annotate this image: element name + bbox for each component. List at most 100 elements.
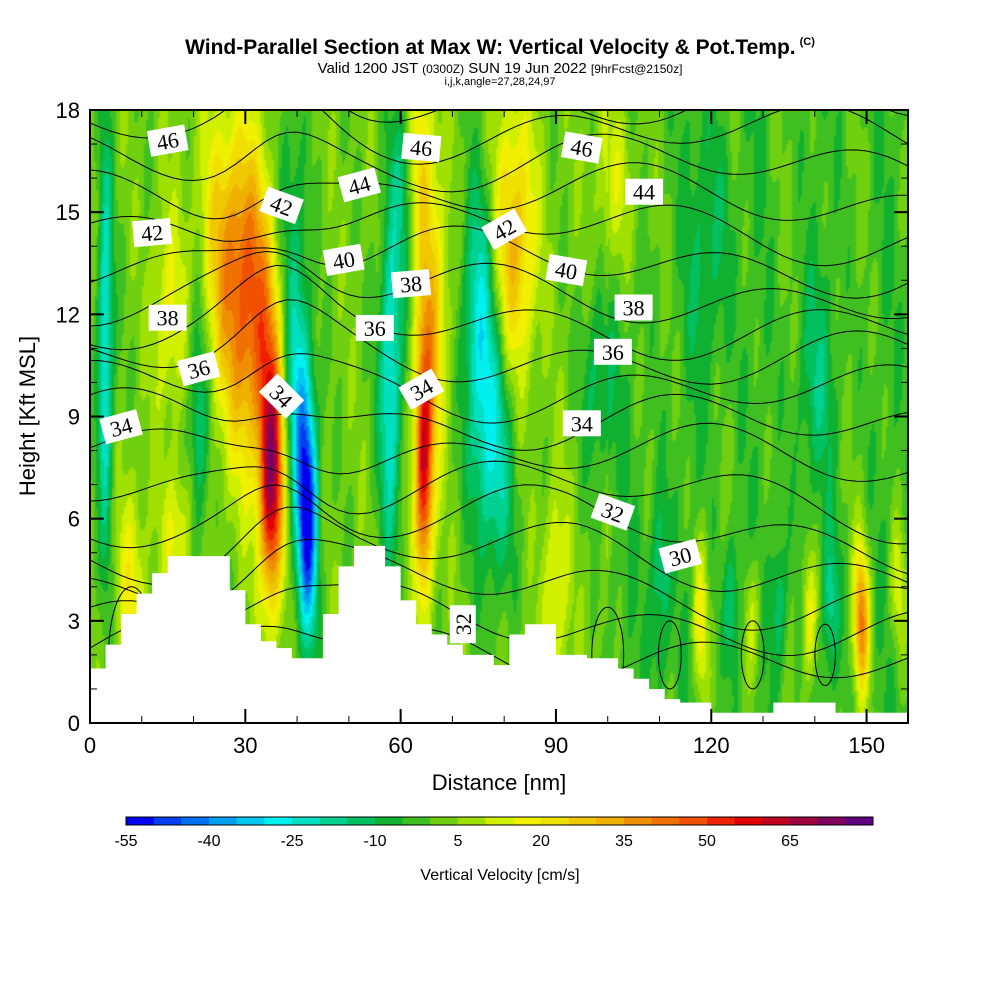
colorbar-swatch — [319, 817, 348, 825]
colorbar-swatch — [209, 817, 238, 825]
theta-contour-line — [90, 299, 908, 385]
chart-title: Wind-Parallel Section at Max W: Vertical… — [0, 36, 1000, 60]
theta-contour-label: 46 — [401, 132, 442, 163]
theta-contour-label: 38 — [614, 294, 653, 321]
theta-contour-line — [814, 623, 836, 687]
colorbar-tick-label: 35 — [615, 833, 633, 850]
colorbar-tick-label: -25 — [280, 833, 303, 850]
colorbar-swatch — [236, 817, 265, 825]
theta-contour-label-text: 40 — [553, 256, 579, 284]
colorbar-tick-label: 50 — [698, 833, 716, 850]
theta-contour-label-text: 38 — [399, 271, 423, 298]
colorbar-swatch — [513, 817, 542, 825]
x-axis-title: Distance [nm] — [432, 770, 567, 795]
colorbar-swatch — [430, 817, 459, 825]
colorbar-swatch — [568, 817, 597, 825]
colorbar: -55 -40 -25 -10 5 20 35 50 65 — [114, 816, 874, 850]
colorbar-tick-label: 20 — [532, 833, 550, 850]
colorbar-tick-label: 5 — [454, 833, 463, 850]
colorbar-swatch — [624, 817, 653, 825]
x-tick-label: 30 — [233, 733, 257, 758]
theta-contour-label-text: 36 — [602, 340, 624, 365]
colorbar-frame — [125, 816, 874, 826]
theta-contour-label: 44 — [624, 178, 663, 205]
theta-contour-label: 36 — [593, 338, 632, 365]
colorbar-swatch — [126, 817, 155, 825]
y-tick-label: 12 — [56, 302, 80, 327]
theta-contour-line — [657, 620, 682, 690]
colorbar-tick-label: -10 — [363, 833, 386, 850]
theta-contour-label-text: 46 — [155, 127, 181, 155]
subtitle-valid: Valid 1200 JST — [317, 60, 418, 77]
theta-contour-label: 40 — [322, 243, 365, 276]
colorbar-swatch — [485, 817, 514, 825]
theta-contour-label: 38 — [148, 304, 187, 331]
colorbar-swatch — [845, 817, 874, 825]
colorbar-swatch — [707, 817, 736, 825]
colorbar-swatch — [264, 817, 293, 825]
theta-contour-line — [90, 506, 908, 593]
colorbar-swatch — [153, 817, 182, 825]
y-tick-label: 18 — [56, 98, 80, 123]
theta-contour-label: 36 — [177, 351, 221, 387]
colorbar-title: Vertical Velocity [cm/s] — [420, 867, 579, 884]
colorbar-tick-label: -40 — [197, 833, 220, 850]
colorbar-swatch — [790, 817, 819, 825]
theta-contour-label: 38 — [390, 269, 432, 299]
theta-contour-label: 42 — [132, 217, 173, 248]
colorbar-tick-label: -55 — [114, 833, 137, 850]
colorbar-swatch — [375, 817, 404, 825]
x-tick-label: 120 — [693, 733, 730, 758]
theta-contour-label: 34 — [562, 410, 601, 437]
subtitle-date: SUN 19 Jun 2022 — [468, 60, 587, 77]
theta-contour-label: 36 — [355, 314, 394, 341]
x-tick-label: 0 — [84, 733, 96, 758]
theta-contour-label-text: 38 — [157, 306, 179, 331]
theta-contour-label: 32 — [449, 605, 476, 644]
colorbar-swatch — [596, 817, 625, 825]
x-tick-label: 150 — [848, 733, 885, 758]
x-tick-label: 60 — [388, 733, 412, 758]
chart-params: i,j,k,angle=27,28,24,97 — [444, 76, 556, 88]
theta-contour-line — [90, 110, 908, 165]
x-axis: 0 30 60 90 120 150 — [84, 110, 885, 758]
y-tick-label: 15 — [56, 200, 80, 225]
theta-contour-label-text: 44 — [633, 180, 655, 205]
theta-contour-line — [90, 422, 908, 482]
colorbar-swatch — [734, 817, 763, 825]
theta-contours — [90, 110, 908, 723]
subtitle-forecast: [9hrFcst@2150z] — [590, 62, 683, 76]
colorbar-swatch — [458, 817, 487, 825]
y-tick-label: 6 — [68, 507, 80, 532]
colorbar-swatch — [347, 817, 376, 825]
terrain-mask — [90, 545, 908, 723]
colorbar-swatch — [651, 817, 680, 825]
y-tick-label: 9 — [68, 405, 80, 430]
y-axis-title: Height [Kft MSL] — [15, 336, 40, 496]
theta-contour-line — [90, 264, 908, 361]
colorbar-swatch — [292, 817, 321, 825]
theta-contour-label: 40 — [545, 253, 588, 287]
theta-contour-label-text: 46 — [569, 134, 595, 162]
chart-subtitle: Valid 1200 JST (0300Z) SUN 19 Jun 2022 [… — [0, 60, 1000, 77]
theta-contour-label-text: 34 — [571, 411, 593, 436]
theta-contour-line — [740, 620, 765, 690]
colorbar-swatch — [817, 817, 846, 825]
theta-contour-line — [90, 131, 908, 193]
theta-contour-label: 30 — [658, 538, 702, 574]
theta-contour-label: 44 — [337, 167, 381, 203]
colorbar-tick-label: 65 — [781, 833, 799, 850]
copyright-mark: (C) — [799, 36, 815, 48]
theta-contour-label-text: 46 — [409, 135, 433, 162]
chart-title-text: Wind-Parallel Section at Max W: Vertical… — [185, 36, 796, 59]
theta-contour-label-text: 42 — [140, 220, 164, 247]
theta-contour-label-text: 38 — [623, 296, 645, 321]
theta-contour-label: 34 — [99, 409, 143, 445]
colorbar-swatch — [762, 817, 791, 825]
y-tick-label: 3 — [68, 609, 80, 634]
theta-contour-line — [90, 162, 908, 221]
theta-contour-label-text: 36 — [364, 316, 386, 341]
